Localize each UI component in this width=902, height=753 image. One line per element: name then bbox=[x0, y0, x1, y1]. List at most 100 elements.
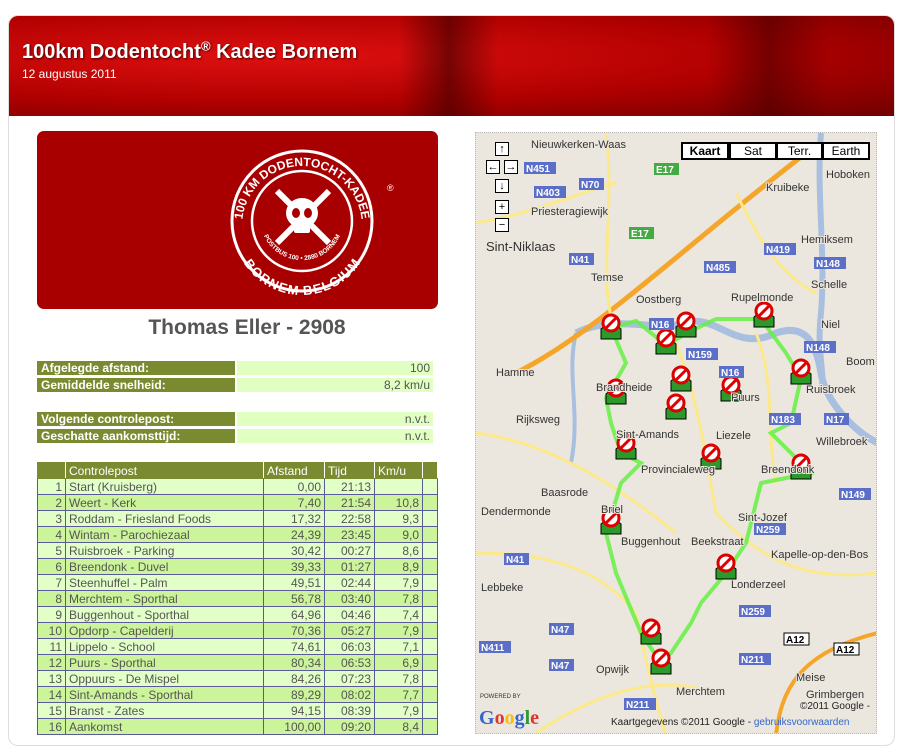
road-3 bbox=[674, 342, 718, 514]
pan-up-icon[interactable]: ↑ bbox=[495, 142, 509, 156]
table-row: 10 Opdorp - Capelderij 70,36 05:27 7,9 bbox=[37, 622, 438, 639]
pan-left-icon[interactable]: ← bbox=[486, 160, 500, 174]
place-label: Baasrode bbox=[541, 487, 588, 499]
speed: 8,4 bbox=[374, 718, 423, 735]
google-logo[interactable]: Google bbox=[479, 707, 540, 729]
row-number: 9 bbox=[37, 606, 66, 623]
zoom-out-icon[interactable]: − bbox=[495, 218, 509, 232]
road-shield bbox=[839, 488, 871, 500]
road-shield bbox=[769, 413, 801, 425]
col-afstand: Afstand bbox=[263, 462, 325, 479]
time: 03:40 bbox=[324, 590, 375, 607]
road-number: A12 bbox=[786, 635, 805, 646]
distance: 39,33 bbox=[263, 558, 325, 575]
time: 07:23 bbox=[324, 670, 375, 687]
checkpoint-name: Opdorp - Capelderij bbox=[65, 622, 264, 639]
road-shield bbox=[764, 243, 796, 255]
zoom-in-icon[interactable]: + bbox=[495, 200, 509, 214]
place-label: Opwijk bbox=[596, 664, 630, 676]
checkpoint-name: Oppuurs - De Mispel bbox=[65, 670, 264, 687]
speed: 8,6 bbox=[374, 542, 423, 559]
row-number: 3 bbox=[37, 510, 66, 527]
checkpoint-name: Breendonk - Duvel bbox=[65, 558, 264, 575]
row-number: 10 bbox=[37, 622, 66, 639]
checkpoint-marker[interactable] bbox=[715, 553, 737, 580]
map-type-sat[interactable]: Sat bbox=[729, 142, 777, 160]
road-number: N451 bbox=[526, 164, 550, 175]
pan-right-icon[interactable]: → bbox=[504, 160, 518, 174]
place-label: Grimbergen bbox=[806, 689, 864, 701]
road-number: N211 bbox=[741, 655, 765, 666]
road-number: N16 bbox=[651, 320, 670, 331]
checkpoint-name: Aankomst bbox=[65, 718, 264, 735]
checkpoint-marker[interactable] bbox=[720, 375, 742, 402]
road-shield bbox=[704, 261, 736, 273]
map-type-terrain[interactable]: Terr. bbox=[776, 142, 823, 160]
checkpoint-marker[interactable] bbox=[753, 301, 775, 328]
checkpoint-marker[interactable] bbox=[790, 453, 812, 480]
checkpoint-marker[interactable] bbox=[675, 311, 697, 338]
table-row: 3 Roddam - Friesland Foods 17,32 22:58 9,3 bbox=[37, 510, 438, 527]
checkpoint-marker[interactable] bbox=[700, 443, 722, 470]
place-label: Niel bbox=[821, 319, 840, 331]
road-shield bbox=[814, 257, 846, 269]
col-tijd: Tijd bbox=[324, 462, 375, 479]
place-label: Hamme bbox=[496, 367, 535, 379]
checkpoint-marker[interactable] bbox=[640, 618, 662, 645]
checkpoint-marker[interactable] bbox=[655, 328, 677, 355]
runner-name: Thomas Eller - 2908 bbox=[148, 316, 346, 339]
distance: 24,39 bbox=[263, 526, 325, 543]
place-label: Buggenhout bbox=[621, 536, 680, 548]
time: 09:20 bbox=[324, 718, 375, 735]
table-row: 16 Aankomst 100,00 09:20 8,4 bbox=[37, 718, 438, 735]
checkpoint-marker[interactable] bbox=[600, 313, 622, 340]
checkpoint-marker[interactable] bbox=[605, 378, 627, 405]
road-number: N403 bbox=[536, 188, 560, 199]
checkpoint-marker[interactable] bbox=[790, 358, 812, 385]
distance: 17,32 bbox=[263, 510, 325, 527]
place-label: Liezele bbox=[716, 430, 751, 442]
road-shield bbox=[783, 632, 810, 646]
speed: 9,3 bbox=[374, 510, 423, 527]
time: 22:58 bbox=[324, 510, 375, 527]
distance: 56,78 bbox=[263, 590, 325, 607]
checkpoint-name: Buggenhout - Sporthal bbox=[65, 606, 264, 623]
road-number: N47 bbox=[551, 661, 570, 672]
skull-icon bbox=[274, 188, 332, 246]
speed: 7,4 bbox=[374, 606, 423, 623]
row-number: 15 bbox=[37, 702, 66, 719]
time: 23:45 bbox=[324, 526, 375, 543]
checkpoint-name: Branst - Zates bbox=[65, 702, 264, 719]
distance: 0,00 bbox=[263, 478, 325, 495]
place-label: Merchtem bbox=[676, 686, 725, 698]
table-row: 2 Weert - Kerk 7,40 21:54 10,8 bbox=[37, 494, 438, 511]
time: 21:54 bbox=[324, 494, 375, 511]
speed: 7,7 bbox=[374, 686, 423, 703]
place-label: Rupelmonde bbox=[731, 292, 793, 304]
checkpoint-table: Controlepost Afstand Tijd Km/u 1 Start (K… bbox=[37, 462, 438, 735]
checkpoint-marker[interactable] bbox=[665, 393, 687, 420]
checkpoint-marker[interactable] bbox=[670, 365, 692, 392]
road-shield bbox=[569, 253, 594, 265]
checkpoint-name: Puurs - Sporthal bbox=[65, 654, 264, 671]
checkpoint-marker[interactable] bbox=[615, 433, 637, 460]
terms-link[interactable]: gebruiksvoorwaarden bbox=[753, 717, 850, 728]
place-label: Oostberg bbox=[636, 294, 681, 306]
table-row: 13 Oppuurs - De Mispel 84,26 07:23 7,8 bbox=[37, 670, 438, 687]
road-shield bbox=[624, 698, 656, 710]
map-type-kaart[interactable]: Kaart bbox=[681, 142, 729, 160]
row-number: 14 bbox=[37, 686, 66, 703]
route-map[interactable]: N451 N70 N403 N41 E17 E17 N419 N485 N148 N16 N16 N1… bbox=[475, 132, 877, 734]
place-label: Lebbeke bbox=[481, 582, 523, 594]
place-label: Dendermonde bbox=[481, 506, 551, 518]
table-row: 11 Lippelo - School 74,61 06:03 7,1 bbox=[37, 638, 438, 655]
checkpoint-marker[interactable] bbox=[650, 648, 672, 675]
road-shield bbox=[686, 348, 718, 360]
col-controlepost: Controlepost bbox=[65, 462, 264, 479]
checkpoint-marker[interactable] bbox=[600, 508, 622, 535]
place-label: Kruibeke bbox=[766, 182, 809, 194]
checkpoint-name: Roddam - Friesland Foods bbox=[65, 510, 264, 527]
road-number: N148 bbox=[816, 259, 840, 270]
map-type-earth[interactable]: Earth bbox=[822, 142, 870, 160]
pan-down-icon[interactable]: ↓ bbox=[495, 179, 509, 193]
